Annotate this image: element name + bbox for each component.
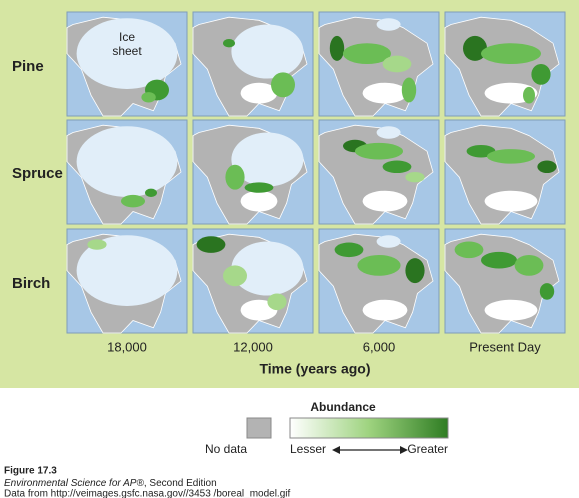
abundance-patch (87, 239, 107, 250)
ice-sheet-label-line: sheet (112, 44, 142, 58)
no-taxon-area (362, 190, 408, 212)
abundance-patch (121, 194, 145, 208)
abundance-patch (523, 86, 535, 104)
map-panel (66, 11, 188, 117)
ice-sheet (231, 24, 304, 79)
no-taxon-area (362, 82, 408, 104)
map-panel (192, 228, 314, 334)
abundance-patch (514, 255, 544, 276)
ice-sheet (76, 18, 178, 89)
map-panel (318, 11, 440, 117)
abundance-patch (223, 265, 247, 287)
arrow-head (332, 446, 340, 454)
abundance-patch (267, 293, 287, 311)
arrow-head (400, 446, 408, 454)
legend-label: Greater (407, 442, 448, 456)
abundance-patch (481, 43, 541, 64)
ice-sheet (376, 18, 401, 31)
abundance-patch (329, 35, 345, 61)
axis-title: Time (years ago) (259, 361, 370, 377)
abundance-gradient (289, 417, 449, 439)
ice-sheet (376, 235, 401, 248)
abundance-patch (487, 149, 535, 164)
abundance-patch (539, 283, 555, 300)
abundance-patch (537, 160, 557, 174)
map-panel (66, 119, 188, 225)
abundance-patch (223, 39, 235, 48)
no-taxon-area (484, 299, 538, 321)
abundance-patch (382, 55, 412, 73)
abundance-patch (334, 242, 364, 258)
map-panel (444, 119, 566, 225)
abundance-patch (343, 43, 391, 64)
abundance-patch (531, 64, 551, 85)
edition: , Second Edition (144, 478, 217, 489)
abundance-patch (382, 160, 412, 174)
column-label: 12,000 (233, 339, 273, 354)
ice-sheet-label-line: Ice (119, 30, 135, 44)
abundance-patch (454, 241, 484, 259)
row-label: Birch (12, 275, 50, 292)
legend-label: Lesser (290, 442, 326, 456)
no-taxon-area (484, 190, 538, 212)
map-panel (66, 228, 188, 334)
map-panel (318, 119, 440, 225)
data-source: Data from http://veimages.gsfc.nasa.gov/… (4, 489, 290, 498)
map-panel (192, 11, 314, 117)
abundance-patch (145, 188, 157, 197)
abundance-patch (405, 172, 425, 183)
abundance-patch (401, 77, 417, 103)
row-label: Pine (12, 58, 44, 75)
map-panel (444, 11, 566, 117)
abundance-patch (405, 258, 425, 284)
map-panel (444, 228, 566, 334)
no-taxon-area (240, 190, 278, 212)
abundance-patch (463, 35, 487, 61)
legend-title: Abundance (310, 400, 376, 414)
source-title: Environmental Science for AP®, Second Ed… (4, 478, 217, 489)
ice-sheet (231, 241, 304, 296)
abundance-patch (271, 72, 295, 98)
ice-sheet (76, 235, 178, 306)
no-taxon-area (240, 82, 278, 104)
map-panel (318, 228, 440, 334)
map-panel (192, 119, 314, 225)
abundance-patch (225, 164, 245, 190)
ice-sheet (376, 126, 401, 139)
abundance-patch (141, 92, 156, 103)
abundance-patch (357, 255, 401, 276)
abundance-patch (196, 236, 226, 253)
ice-sheet (231, 132, 304, 187)
legend-label: No data (205, 442, 247, 456)
abundance-patch (355, 142, 403, 160)
column-label: Present Day (469, 339, 541, 354)
column-label: 6,000 (363, 339, 396, 354)
ice-sheet-label: Ice sheet (112, 30, 142, 58)
ice-sheet (76, 126, 178, 197)
book-title: Environmental Science for AP® (4, 478, 144, 489)
abundance-patch (481, 251, 517, 269)
no-taxon-area (362, 299, 408, 321)
abundance-patch (244, 182, 274, 193)
column-label: 18,000 (107, 339, 147, 354)
no-data-swatch (246, 417, 272, 439)
figure-number: Figure 17.3 (4, 466, 57, 477)
row-label: Spruce (12, 165, 63, 182)
